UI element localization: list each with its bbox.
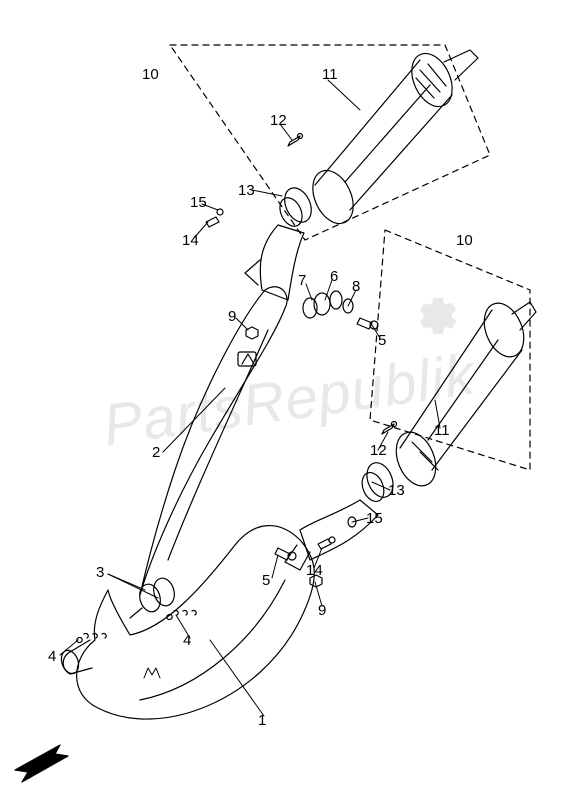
callout-6: 6	[330, 268, 338, 285]
callout-11b: 11	[434, 422, 450, 439]
callout-14a: 14	[182, 232, 199, 249]
callout-15a: 15	[190, 194, 207, 211]
callout-15b: 15	[366, 510, 383, 527]
callout-11a: 11	[322, 66, 338, 83]
nut-9-a	[246, 327, 258, 339]
lower-silencer	[389, 297, 536, 491]
callout-9b: 9	[318, 602, 326, 619]
callout-8: 8	[352, 278, 360, 295]
lower-stub	[300, 500, 378, 560]
bolt-14-lower	[318, 517, 356, 549]
callout-5b: 5	[378, 332, 386, 349]
upper-collar-inner	[276, 194, 307, 230]
callout-10b: 10	[456, 232, 473, 249]
callout-2: 2	[152, 444, 160, 461]
callout-3: 3	[96, 564, 104, 581]
callout-4b: 4	[183, 632, 191, 649]
spring-right	[167, 610, 196, 619]
spring-left	[77, 633, 106, 642]
parts-diagram-svg	[0, 0, 578, 800]
assembly-box-lower	[370, 230, 530, 470]
callout-10a: 10	[142, 66, 159, 83]
bolt-5-a	[275, 548, 296, 560]
callout-12a: 12	[270, 112, 287, 129]
upper-bracket	[245, 260, 260, 285]
manifold-joint	[130, 576, 177, 618]
screw-12-upper	[288, 134, 303, 147]
callout-9a: 9	[228, 308, 236, 325]
callout-14b: 14	[306, 562, 323, 579]
callout-7: 7	[298, 272, 306, 289]
direction-arrow-icon	[15, 745, 68, 782]
callout-12b: 12	[370, 442, 387, 459]
bolt-5-b	[357, 318, 378, 329]
callout-1: 1	[258, 712, 266, 729]
callout-13a: 13	[238, 182, 255, 199]
callout-5a: 5	[262, 572, 270, 589]
upper-expansion-chamber	[140, 287, 287, 595]
bolt-14-upper	[206, 209, 223, 227]
callout-4a: 4	[48, 648, 56, 665]
leader-lines	[60, 80, 440, 716]
callout-13b: 13	[388, 482, 405, 499]
